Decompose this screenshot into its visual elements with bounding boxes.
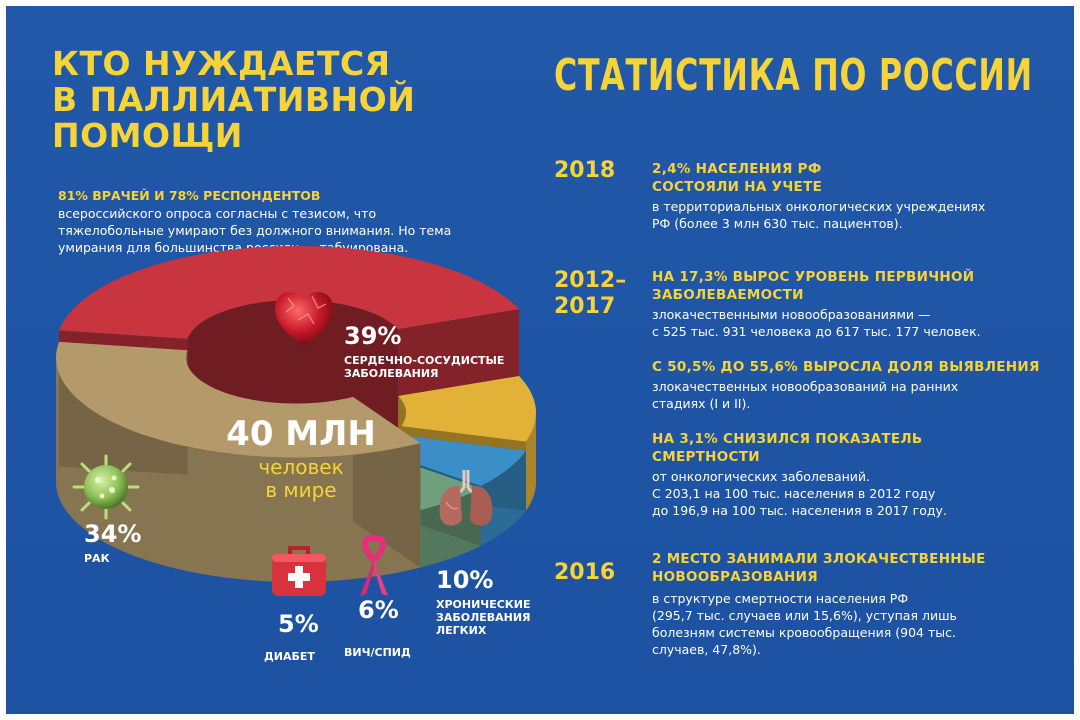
heart-icon — [274, 291, 334, 346]
left-title-line: ПОМОЩИ — [52, 116, 243, 155]
fact-text: в структуре смертности населения РФ (295… — [652, 590, 957, 658]
slice-label-cancer: РАК — [84, 552, 110, 565]
slice-label-cardio: СЕРДЕЧНО-СОСУДИСТЫЕ ЗАБОЛЕВАНИЯ — [344, 354, 504, 380]
fact-text-line: РФ (более 3 млн 630 тыс. пациентов). — [652, 216, 903, 231]
fact-text-line: злокачественных новообразований на ранни… — [652, 379, 959, 394]
virus-icon — [72, 454, 140, 520]
infographic: КТО НУЖДАЕТСЯ В ПАЛЛИАТИВНОЙ ПОМОЩИ 81% … — [6, 6, 1074, 714]
fact-text: злокачественными новообразованиями — с 5… — [652, 306, 981, 340]
slice-value-hiv: 6% — [358, 596, 399, 624]
fact-heading-line: С 50,5% ДО 55,6% ВЫРОСЛА ДОЛЯ ВЫЯВЛЕНИЯ — [652, 359, 1040, 375]
first-aid-kit-icon — [272, 546, 326, 596]
slice-label-hiv: ВИЧ/СПИД — [344, 646, 411, 659]
fact-heading: С 50,5% ДО 55,6% ВЫРОСЛА ДОЛЯ ВЫЯВЛЕНИЯ — [652, 358, 1040, 376]
fact-heading-line: ЗАБОЛЕВАЕМОСТИ — [652, 287, 804, 303]
fact-text-line: от онкологических заболеваний. — [652, 469, 871, 484]
fact-text-line: болезням системы кровообращения (904 тыс… — [652, 625, 956, 640]
slice-label-line: ВИЧ/СПИД — [344, 646, 411, 659]
fact-heading-line: СМЕРТНОСТИ — [652, 449, 760, 465]
slice-value-cancer: 34% — [84, 520, 142, 548]
fact-text: злокачественных новообразований на ранни… — [652, 378, 958, 412]
pie-slice — [56, 341, 421, 582]
slice-top — [398, 376, 536, 442]
fact-text-line: стадиях (I и II). — [652, 396, 751, 411]
fact-heading: НА 17,3% ВЫРОС УРОВЕНЬ ПЕРВИЧНОЙ ЗАБОЛЕВ… — [652, 268, 974, 304]
fact-text: от онкологических заболеваний. С 203,1 н… — [652, 468, 947, 519]
slice-top — [56, 341, 421, 458]
fact-heading-line: 2 МЕСТО ЗАНИМАЛИ ЗЛОКАЧЕСТВЕННЫЕ — [652, 551, 986, 567]
center-text-line: в мире — [265, 478, 337, 502]
fact-heading-line: СОСТОЯЛИ НА УЧЕТЕ — [652, 179, 823, 195]
fact-text-line: (295,7 тыс. случаев или 15,6%), уступая … — [652, 608, 957, 623]
donut-chart — [56, 246, 536, 582]
ribbon-icon — [360, 534, 388, 596]
year-line: 2018 — [554, 158, 616, 183]
fact-heading: 2 МЕСТО ЗАНИМАЛИ ЗЛОКАЧЕСТВЕННЫЕ НОВООБР… — [652, 550, 986, 586]
fact-text-line: в территориальных онкологических учрежде… — [652, 199, 986, 214]
year-line: 2017 — [554, 294, 616, 319]
fact-text-line: случаев, 47,8%). — [652, 642, 761, 657]
fact-heading: НА 3,1% СНИЗИЛСЯ ПОКАЗАТЕЛЬ СМЕРТНОСТИ — [652, 430, 923, 466]
slice-value-diabetes: 5% — [278, 610, 319, 638]
left-title-line: В ПАЛЛИАТИВНОЙ — [52, 80, 416, 119]
slice-value-cardio: 39% — [344, 322, 402, 350]
center-text: человек в мире — [216, 456, 386, 502]
slice-outer-wall — [56, 357, 421, 582]
fact-heading: 2,4% НАСЕЛЕНИЯ РФ СОСТОЯЛИ НА УЧЕТЕ — [652, 160, 822, 196]
fact-year-2016: 2016 — [554, 560, 615, 586]
fact-heading-line: 2,4% НАСЕЛЕНИЯ РФ — [652, 161, 822, 177]
fact-heading-line: НА 3,1% СНИЗИЛСЯ ПОКАЗАТЕЛЬ — [652, 431, 923, 447]
fact-heading-line: НА 17,3% ВЫРОС УРОВЕНЬ ПЕРВИЧНОЙ — [652, 269, 975, 285]
center-value: 40 МЛН — [226, 414, 376, 454]
slice-outer-wall — [525, 412, 536, 511]
slice-label-line: ЛЕГКИХ — [436, 624, 487, 637]
slice-label-line: СЕРДЕЧНО-СОСУДИСТЫЕ — [344, 354, 505, 367]
fact-text-line: в структуре смертности населения РФ — [652, 591, 909, 606]
lungs-icon — [439, 470, 493, 526]
slice-label-line: ХРОНИЧЕСКИЕ — [436, 598, 531, 611]
slice-label-line: ЗАБОЛЕВАНИЯ — [344, 367, 439, 380]
slice-label-line: РАК — [84, 552, 110, 565]
slice-label-line: ДИАБЕТ — [264, 650, 315, 663]
year-line: 2016 — [554, 560, 616, 585]
fact-text-line: с 525 тыс. 931 человека до 617 тыс. 177 … — [652, 324, 981, 339]
fact-year-2012-2017: 2012– 2017 — [554, 268, 626, 320]
left-title-line: КТО НУЖДАЕТСЯ — [52, 44, 391, 83]
intro-line: всероссийского опроса согласны с тезисом… — [58, 206, 377, 221]
slice-label-lungs: ХРОНИЧЕСКИЕ ЗАБОЛЕВАНИЯ ЛЕГКИХ — [436, 598, 531, 637]
fact-text-line: С 203,1 на 100 тыс. населения в 2012 год… — [652, 486, 936, 501]
right-title: СТАТИСТИКА ПО РОССИИ — [554, 50, 1033, 101]
fact-text-line: злокачественными новообразованиями — — [652, 307, 931, 322]
center-text-line: человек — [258, 455, 344, 479]
slice-value-lungs: 10% — [436, 566, 494, 594]
year-line: 2012– — [554, 268, 627, 293]
fact-text-line: до 196,9 на 100 тыс. населения в 2017 го… — [652, 503, 947, 518]
left-title: КТО НУЖДАЕТСЯ В ПАЛЛИАТИВНОЙ ПОМОЩИ — [52, 46, 472, 154]
intro-line: тяжелобольные умирают без должного внима… — [58, 223, 452, 238]
slice-label-line: ЗАБОЛЕВАНИЯ — [436, 611, 531, 624]
slice-label-diabetes: ДИАБЕТ — [264, 650, 315, 663]
fact-year-2018: 2018 — [554, 158, 615, 184]
fact-text: в территориальных онкологических учрежде… — [652, 198, 985, 232]
fact-heading-line: НОВООБРАЗОВАНИЯ — [652, 569, 818, 585]
intro-heading: 81% ВРАЧЕЙ И 78% РЕСПОНДЕНТОВ — [58, 188, 321, 203]
